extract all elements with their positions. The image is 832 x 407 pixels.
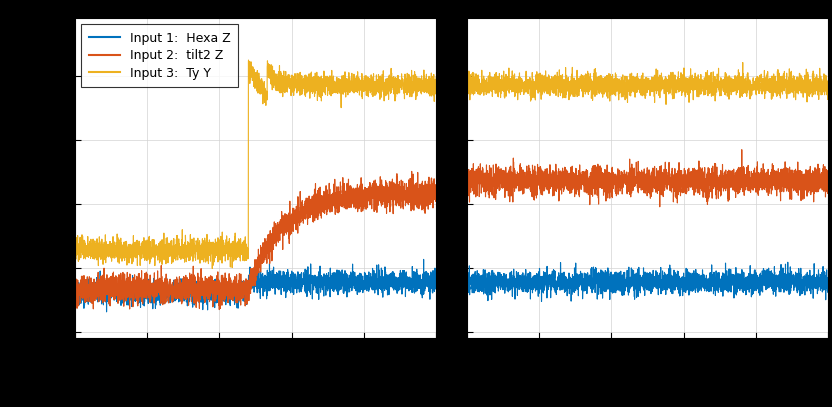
Legend: Input 1:  Hexa Z, Input 2:  tilt2 Z, Input 3:  Ty Y: Input 1: Hexa Z, Input 2: tilt2 Z, Input… (82, 24, 238, 87)
Y-axis label: Displacement [m]: Displacement [m] (442, 116, 456, 240)
